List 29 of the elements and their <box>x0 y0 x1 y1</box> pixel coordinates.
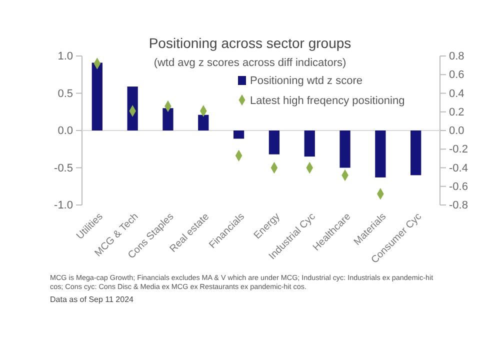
legend-label: Positioning wtd z score <box>250 75 362 87</box>
chart-title: Positioning across sector groups <box>148 35 352 51</box>
y2-tick-label: 0.0 <box>449 125 464 138</box>
chart-subtitle: (wtd avg z scores across diff indicators) <box>154 57 346 69</box>
text: Data as of Sep 11 2024 <box>50 295 134 304</box>
legend-label: Latest high freqency positioning <box>250 95 405 107</box>
bar <box>268 130 280 154</box>
y2-tick-label: 0.8 <box>449 50 464 63</box>
y2-tick-label: 0.4 <box>449 88 464 100</box>
y2-tick-label: 0.2 <box>449 106 464 118</box>
bar <box>233 130 244 139</box>
bar <box>340 130 350 168</box>
bar <box>92 62 102 130</box>
bar <box>198 114 209 130</box>
bar <box>375 130 386 178</box>
bar <box>162 108 174 130</box>
bar <box>410 130 422 176</box>
y2-tick-label: -0.8 <box>449 200 468 212</box>
y2-tick-label: 0.6 <box>449 69 464 82</box>
y2-tick-label: -0.6 <box>449 180 468 193</box>
y-tick-label: -0.5 <box>54 162 73 174</box>
y-tick-label: 1.0 <box>58 50 73 63</box>
y-tick-label: 0.5 <box>58 88 73 100</box>
bar <box>127 86 138 130</box>
y-tick-label: -1.0 <box>54 200 73 212</box>
bar <box>304 130 315 157</box>
y-tick-label: 0.0 <box>58 125 73 138</box>
y2-tick-label: -0.2 <box>449 144 468 156</box>
y2-tick-label: -0.4 <box>449 162 468 174</box>
